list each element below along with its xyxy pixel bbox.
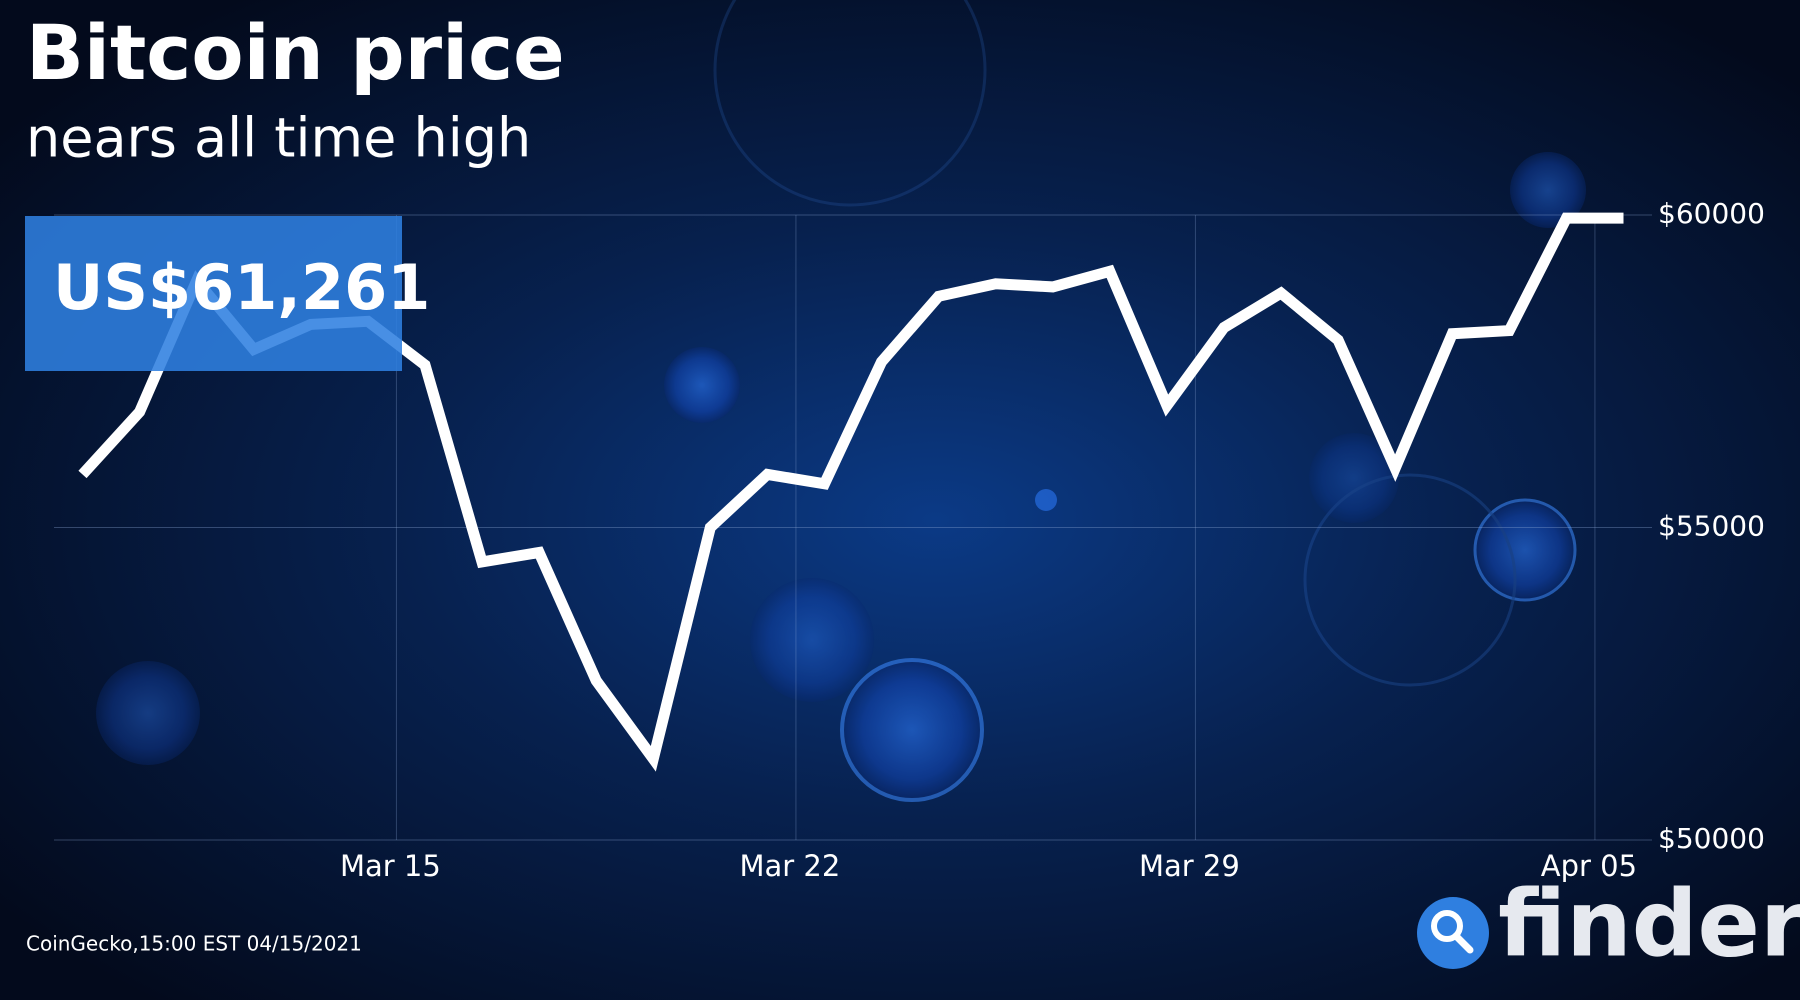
- y-tick-label: $60000: [1658, 197, 1765, 230]
- logo-icon: [1417, 897, 1489, 969]
- brand-name: finder: [1498, 870, 1800, 977]
- y-tick-label: $50000: [1658, 822, 1765, 855]
- x-tick-label: Apr 05: [1541, 849, 1637, 883]
- source-note: CoinGecko,15:00 EST 04/15/2021: [26, 932, 362, 956]
- chart-subtitle: nears all time high: [26, 107, 531, 170]
- price-annotation: US$61,261: [53, 251, 430, 324]
- price-box: [25, 216, 402, 371]
- brand-logo: finder: [1417, 870, 1800, 977]
- logo-handle: [1452, 932, 1474, 954]
- x-tick-label: Mar 29: [1139, 849, 1240, 883]
- x-tick-label: Mar 15: [340, 849, 441, 883]
- logo-lens: [1431, 910, 1463, 942]
- chart-title: Bitcoin price: [26, 8, 565, 97]
- y-tick-label: $55000: [1658, 510, 1765, 543]
- decoration: [96, 0, 1586, 802]
- x-tick-label: Mar 22: [740, 849, 841, 883]
